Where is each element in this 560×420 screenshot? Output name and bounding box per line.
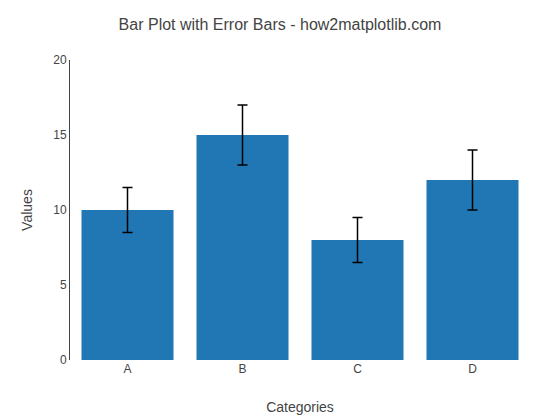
svg-text:5: 5	[60, 278, 67, 292]
svg-text:D: D	[468, 362, 477, 376]
svg-text:10: 10	[53, 203, 67, 217]
svg-text:C: C	[353, 362, 362, 376]
svg-text:Categories: Categories	[266, 399, 334, 415]
svg-text:15: 15	[53, 128, 67, 142]
svg-text:Values: Values	[19, 189, 35, 231]
svg-text:0: 0	[60, 353, 67, 367]
svg-text:A: A	[123, 362, 131, 376]
svg-text:20: 20	[53, 53, 67, 67]
svg-text:Bar Plot with Error Bars - how: Bar Plot with Error Bars - how2matplotli…	[119, 16, 442, 33]
svg-text:B: B	[238, 362, 246, 376]
